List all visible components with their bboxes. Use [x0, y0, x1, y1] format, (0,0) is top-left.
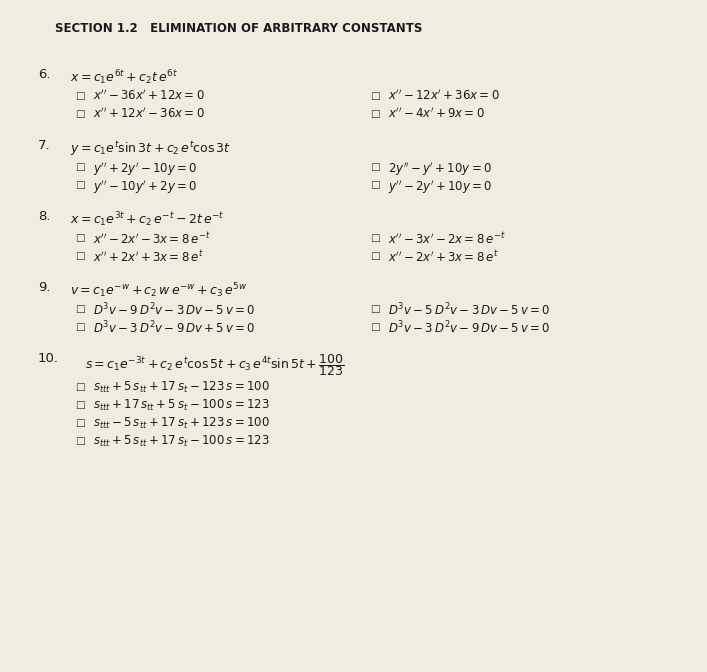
Text: □: □	[370, 251, 380, 261]
Text: $D^3v - 3\,D^2v - 9\,Dv - 5\,v = 0$: $D^3v - 3\,D^2v - 9\,Dv - 5\,v = 0$	[388, 320, 550, 337]
Text: $x'' - 2x' - 3x = 8\,e^{-t}$: $x'' - 2x' - 3x = 8\,e^{-t}$	[93, 231, 211, 247]
Text: $y'' - 2y' + 10y = 0$: $y'' - 2y' + 10y = 0$	[388, 178, 492, 196]
Text: □: □	[75, 304, 85, 314]
Text: 7.: 7.	[38, 139, 51, 152]
Text: $D^3v - 9\,D^2v - 3\,Dv - 5\,v = 0$: $D^3v - 9\,D^2v - 3\,Dv - 5\,v = 0$	[93, 302, 255, 319]
Text: □: □	[75, 251, 85, 261]
Text: $D^3v - 5\,D^2v - 3\,Dv - 5\,v = 0$: $D^3v - 5\,D^2v - 3\,Dv - 5\,v = 0$	[388, 302, 550, 319]
Text: □: □	[370, 322, 380, 332]
Text: $s_{ttt} + 5\,s_{tt} + 17\,s_t - 123\,s = 100$: $s_{ttt} + 5\,s_{tt} + 17\,s_t - 123\,s …	[93, 380, 270, 395]
Text: □: □	[75, 91, 85, 101]
Text: □: □	[370, 162, 380, 172]
Text: □: □	[370, 180, 380, 190]
Text: $s_{ttt} + 5\,s_{tt} + 17\,s_t - 100\,s = 123$: $s_{ttt} + 5\,s_{tt} + 17\,s_t - 100\,s …	[93, 434, 269, 449]
Text: $x = c_1 e^{3t} + c_2\, e^{-t} - 2t\, e^{-t}$: $x = c_1 e^{3t} + c_2\, e^{-t} - 2t\, e^…	[70, 210, 225, 228]
Text: $v = c_1 e^{-w} + c_2\, w\, e^{-w} + c_3\, e^{5w}$: $v = c_1 e^{-w} + c_2\, w\, e^{-w} + c_3…	[70, 281, 247, 300]
Text: $x = c_1 e^{6t} + c_2 t\, e^{6t}$: $x = c_1 e^{6t} + c_2 t\, e^{6t}$	[70, 68, 178, 87]
Text: 10.: 10.	[38, 352, 59, 365]
Text: $s_{ttt} - 5\,s_{tt} + 17\,s_t + 123\,s = 100$: $s_{ttt} - 5\,s_{tt} + 17\,s_t + 123\,s …	[93, 416, 270, 431]
Text: $x'' - 4x' + 9x = 0$: $x'' - 4x' + 9x = 0$	[388, 107, 485, 122]
Text: $D^3v - 3\,D^2v - 9\,Dv + 5\,v = 0$: $D^3v - 3\,D^2v - 9\,Dv + 5\,v = 0$	[93, 320, 255, 337]
Text: $y'' - 10y' + 2y = 0$: $y'' - 10y' + 2y = 0$	[93, 178, 197, 196]
Text: □: □	[75, 382, 85, 392]
Text: □: □	[75, 162, 85, 172]
Text: □: □	[75, 322, 85, 332]
Text: $x'' - 12x' + 36x = 0$: $x'' - 12x' + 36x = 0$	[388, 89, 500, 103]
Text: 8.: 8.	[38, 210, 50, 223]
Text: $x'' + 12x' - 36x = 0$: $x'' + 12x' - 36x = 0$	[93, 107, 204, 122]
Text: $y = c_1 e^t \sin 3t + c_2\, e^t \cos 3t$: $y = c_1 e^t \sin 3t + c_2\, e^t \cos 3t…	[70, 139, 231, 158]
Text: $s = c_1 e^{-3t} + c_2\, e^{t} \cos 5t + c_3\, e^{4t} \sin 5t + \dfrac{100}{123}: $s = c_1 e^{-3t} + c_2\, e^{t} \cos 5t +…	[85, 352, 344, 378]
Text: □: □	[75, 180, 85, 190]
Text: $x'' - 36x' + 12x = 0$: $x'' - 36x' + 12x = 0$	[93, 89, 204, 103]
Text: $y'' + 2y' - 10y = 0$: $y'' + 2y' - 10y = 0$	[93, 160, 197, 177]
Text: □: □	[370, 233, 380, 243]
Text: □: □	[370, 304, 380, 314]
Text: $x'' - 2x' + 3x = 8\,e^{t}$: $x'' - 2x' + 3x = 8\,e^{t}$	[388, 249, 498, 265]
Text: $x'' + 2x' + 3x = 8\,e^{t}$: $x'' + 2x' + 3x = 8\,e^{t}$	[93, 249, 204, 265]
Text: □: □	[75, 109, 85, 119]
Text: 9.: 9.	[38, 281, 50, 294]
Text: □: □	[75, 418, 85, 428]
Text: □: □	[370, 91, 380, 101]
Text: □: □	[75, 233, 85, 243]
Text: □: □	[75, 436, 85, 446]
Text: $x'' - 3x' - 2x = 8\,e^{-t}$: $x'' - 3x' - 2x = 8\,e^{-t}$	[388, 231, 506, 247]
Text: 6.: 6.	[38, 68, 50, 81]
Text: $2y'' - y' + 10y = 0$: $2y'' - y' + 10y = 0$	[388, 160, 492, 177]
Text: □: □	[75, 400, 85, 410]
Text: $s_{ttt} + 17\,s_{tt} + 5\,s_t - 100\,s = 123$: $s_{ttt} + 17\,s_{tt} + 5\,s_t - 100\,s …	[93, 398, 269, 413]
Text: SECTION 1.2   ELIMINATION OF ARBITRARY CONSTANTS: SECTION 1.2 ELIMINATION OF ARBITRARY CON…	[55, 22, 422, 35]
Text: □: □	[370, 109, 380, 119]
